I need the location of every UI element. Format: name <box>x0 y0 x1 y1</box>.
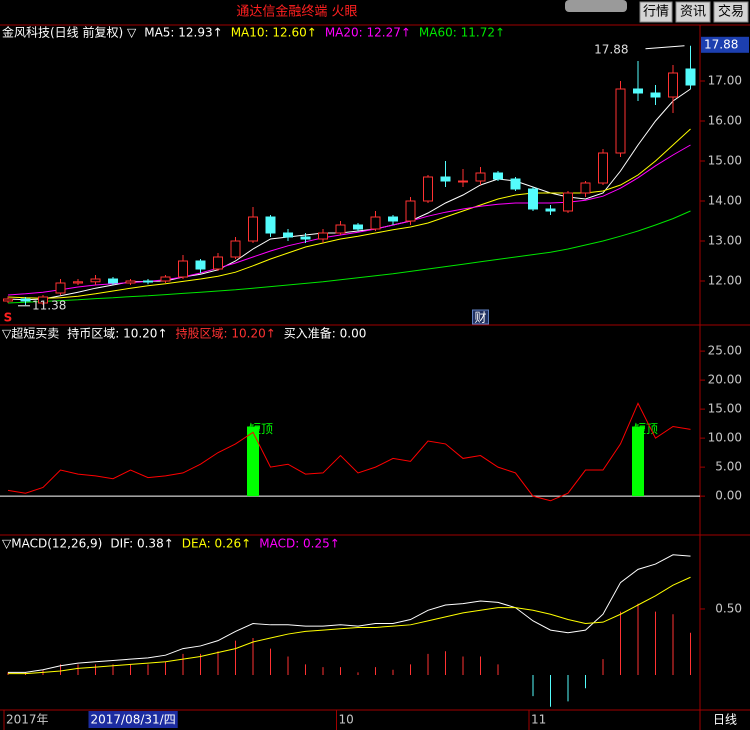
candle-body <box>20 298 31 302</box>
candle-body <box>248 216 258 242</box>
macd-line <box>8 576 691 675</box>
button-label[interactable]: 资讯 <box>680 5 706 20</box>
candle-body <box>55 282 66 294</box>
legend-text: MACD: 0.25↑ <box>259 537 340 551</box>
x-tick-label: 11 <box>531 713 546 727</box>
ma-line <box>7 144 691 296</box>
button-label[interactable]: 行情 <box>643 5 669 20</box>
y-tick-label: 12.00 <box>708 274 742 288</box>
candle-body <box>615 88 626 154</box>
y-tick-label: 10.00 <box>708 431 742 445</box>
candle-body <box>38 296 48 304</box>
legend-text: MA60: 11.72↑ <box>419 26 505 40</box>
signal-label: 短顶 <box>634 422 658 436</box>
candle-body <box>370 216 381 230</box>
y-tick-label: 14.00 <box>708 194 742 208</box>
candle-body <box>580 182 591 194</box>
legend-text: DIF: 0.38↑ <box>110 537 173 551</box>
candle-body <box>265 216 276 234</box>
y-tick-label: 15.00 <box>708 154 742 168</box>
cursor-label: 2017/08/31/四 <box>91 713 176 727</box>
marker-label: S <box>4 311 13 325</box>
candle-body <box>598 152 608 184</box>
candle-body <box>213 256 223 270</box>
y-tick-label: 16.00 <box>708 114 742 128</box>
candle-body <box>300 236 311 240</box>
candle-body <box>423 176 433 202</box>
candle-body <box>405 200 416 222</box>
high-label: 17.88 <box>594 42 628 56</box>
window-title: 通达信金融终端 火眼 <box>236 4 357 20</box>
candle-body <box>633 88 643 94</box>
marker-label: 财 <box>474 311 486 325</box>
candle-body <box>125 280 136 284</box>
candle-body <box>388 216 398 222</box>
legend-text: ▽MACD(12,26,9) <box>2 537 102 551</box>
candle-body <box>545 208 556 212</box>
candle-body <box>335 224 346 234</box>
price-tag-label: 17.88 <box>704 37 738 51</box>
y-tick-label: 25.00 <box>708 344 742 358</box>
candle-body <box>353 224 363 230</box>
legend-text: 持股区域: 10.20↑ <box>176 326 276 341</box>
ma-line <box>7 210 691 304</box>
candle-body <box>563 192 573 212</box>
candle-body <box>475 172 486 182</box>
candle-body <box>440 176 451 182</box>
y-tick-label: 20.00 <box>708 373 742 387</box>
signal-label: 短顶 <box>249 422 273 436</box>
button[interactable] <box>713 1 749 23</box>
macd-line <box>8 554 691 673</box>
y-tick-label: 0.00 <box>715 489 742 503</box>
x-tick-label: 2017年 <box>6 713 49 727</box>
candle-body <box>685 68 696 86</box>
y-tick-label: 5.00 <box>715 460 742 474</box>
button[interactable] <box>639 1 673 23</box>
period-label: 日线 <box>713 713 737 727</box>
candle-body <box>143 280 153 283</box>
window-controls[interactable] <box>565 0 627 12</box>
indicator-line <box>7 402 691 502</box>
legend-text: ▽超短买卖 <box>2 326 59 341</box>
button-label[interactable]: 交易 <box>718 4 744 20</box>
price-tag <box>701 36 749 53</box>
legend-text: MA5: 12.93↑ <box>144 26 222 40</box>
candle-body <box>283 232 293 238</box>
legend-text: DEA: 0.26↑ <box>182 537 251 551</box>
candle-body <box>510 178 521 190</box>
y-tick-label: 15.00 <box>708 402 742 416</box>
signal-bar <box>247 426 259 497</box>
candle-body <box>230 240 241 258</box>
button[interactable] <box>675 1 711 23</box>
candle-body <box>73 281 83 284</box>
y-tick-label: 0.50 <box>715 601 742 615</box>
candle-body <box>493 172 503 180</box>
candle-body <box>108 278 118 284</box>
signal-bar <box>632 426 644 497</box>
x-tick-label: 10 <box>339 713 354 727</box>
candle-body <box>195 260 206 270</box>
y-tick-label: 13.00 <box>708 234 742 248</box>
candle-body <box>90 278 101 283</box>
candle-body <box>318 232 328 240</box>
candle-body <box>3 298 13 302</box>
candle-body <box>160 276 171 282</box>
candle-body <box>458 180 468 183</box>
cursor-box <box>88 711 178 728</box>
y-tick-label: 17.00 <box>708 74 742 88</box>
low-label: 11.38 <box>32 298 66 312</box>
legend-text: 持币区域: 10.20↑ <box>67 326 167 341</box>
candle-body <box>650 92 661 98</box>
candle-body <box>528 188 538 210</box>
marker-box <box>472 309 489 325</box>
high-arrow <box>645 45 685 50</box>
legend-text: 买入准备: 0.00 <box>284 327 367 341</box>
legend-text: 金风科技(日线 前复权) ▽ <box>2 25 137 40</box>
legend-text: MA20: 12.27↑ <box>325 26 411 40</box>
legend-text: MA10: 12.60↑ <box>231 26 317 40</box>
candle-body <box>668 72 678 98</box>
ma-line <box>7 128 691 299</box>
candle-body <box>178 260 188 278</box>
